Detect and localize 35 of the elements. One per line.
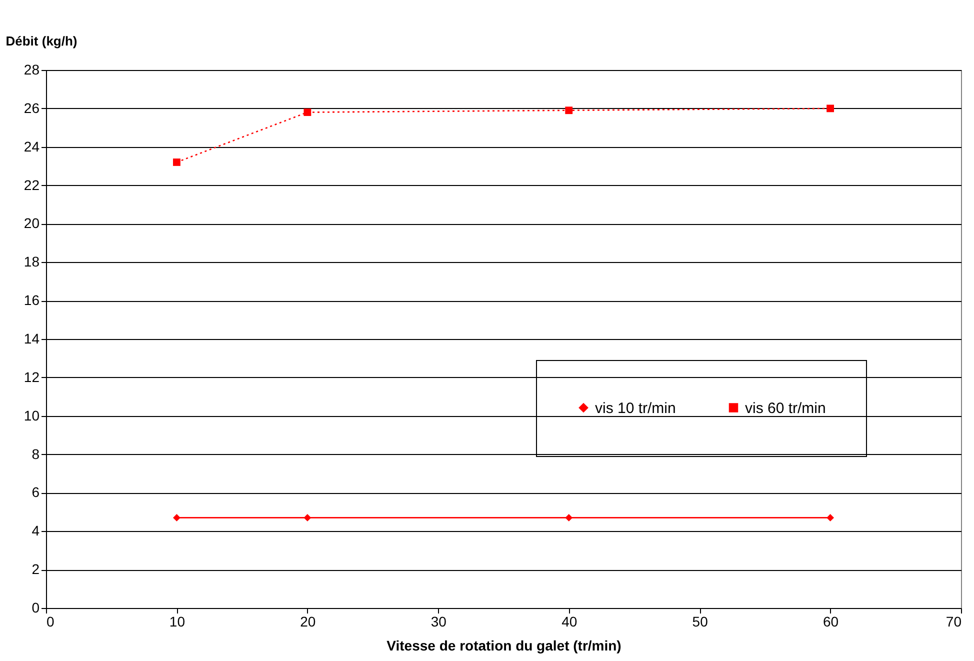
y-tick-label: 0 [32,600,40,616]
point [173,514,180,522]
y-tick-label: 2 [32,561,40,578]
legend-label: vis 10 tr/min [595,400,676,417]
point [826,514,834,522]
y-tick-label: 12 [24,368,40,385]
y-tick-label: 18 [24,254,40,270]
x-tick-label: 10 [169,614,186,630]
x-axis-title: Vitesse de rotation du galet (tr/min) [386,638,622,654]
x-tick-label: 20 [300,614,316,630]
y-tick-label: 28 [24,62,40,78]
point [304,108,312,116]
y-tick-label: 6 [32,484,40,500]
point [304,514,312,522]
y-tick-label: 8 [32,446,40,462]
y-tick-label: 16 [24,292,40,308]
legend-label: vis 60 tr/min [745,400,826,417]
y-tick-label: 20 [24,215,40,232]
y-tick-label: 26 [24,100,40,116]
y-tick-label: 24 [24,138,40,154]
point [565,514,573,522]
y-tick-label: 14 [24,330,40,346]
y-tick-label: 4 [32,522,40,539]
point [565,106,573,114]
x-tick-label: 70 [946,614,962,630]
point [173,158,180,166]
x-tick-label: 30 [430,614,447,630]
y-tick-label: 22 [24,176,40,193]
x-tick-label: 50 [692,614,708,630]
x-tick-label: 0 [46,614,54,630]
x-tick-label: 40 [562,614,578,630]
y-tick-label: 10 [24,407,40,424]
y-axis-title: Débit (kg/h) [6,34,78,48]
point [826,104,834,112]
x-tick-label: 60 [822,614,839,630]
